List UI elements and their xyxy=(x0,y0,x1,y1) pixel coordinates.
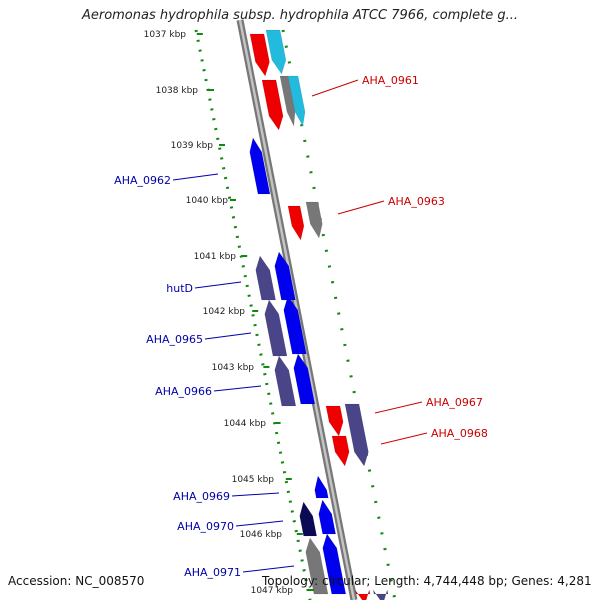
reverse-gene-label[interactable]: AHA_0966 xyxy=(155,385,212,398)
kbp-ticks: 1037 kbp 1038 kbp 1039 kbp 1040 kbp 1041 kbp… xyxy=(144,30,314,596)
forward-label-leader xyxy=(337,200,385,215)
gene-purple-0968[interactable] xyxy=(344,403,369,467)
reverse-gene-label[interactable]: hutD xyxy=(166,282,193,295)
kbp-tick-label: 1043 kbp xyxy=(212,363,255,373)
gene-features xyxy=(249,29,389,600)
gene-blue-0966[interactable] xyxy=(293,353,316,405)
gene-cyan-top-2[interactable] xyxy=(287,75,306,127)
inner-track-line xyxy=(194,29,312,600)
reverse-label-leader xyxy=(242,565,295,573)
forward-gene-label[interactable]: AHA_0968 xyxy=(431,427,488,440)
reverse-gene-label[interactable]: AHA_0962 xyxy=(114,174,171,187)
gene-purple-hutD[interactable] xyxy=(255,255,276,301)
gene-purple-bottom[interactable] xyxy=(372,589,389,600)
kbp-tick-label: 1041 kbp xyxy=(194,252,237,262)
accession-text: Accession: NC_008570 xyxy=(8,574,145,588)
gene-blue-0962[interactable] xyxy=(249,137,271,195)
kbp-tick-label: 1047 kbp xyxy=(251,586,294,596)
gene-blue-0970[interactable] xyxy=(318,499,336,535)
gene-red-0963[interactable] xyxy=(287,205,305,241)
gene-red-bottom[interactable] xyxy=(354,589,371,600)
kbp-tick-label: 1042 kbp xyxy=(203,307,246,317)
gene-blue-0965[interactable] xyxy=(283,295,307,355)
gene-red-0968[interactable] xyxy=(331,435,350,467)
reverse-label-leader xyxy=(235,520,284,527)
forward-label-leader xyxy=(311,79,359,97)
kbp-tick-label: 1039 kbp xyxy=(171,141,214,151)
gene-navy-0970[interactable] xyxy=(299,501,317,537)
gene-purple-0966[interactable] xyxy=(274,355,297,407)
reverse-gene-label[interactable]: AHA_0971 xyxy=(184,566,241,579)
forward-label-leader xyxy=(380,432,428,445)
track-lines xyxy=(194,29,397,600)
gene-red-0967[interactable] xyxy=(325,405,344,437)
reverse-gene-label[interactable]: AHA_0970 xyxy=(177,520,234,533)
forward-gene-label[interactable]: AHA_0963 xyxy=(388,195,445,208)
reverse-gene-label[interactable]: AHA_0965 xyxy=(146,333,203,346)
gene-red-top-1[interactable] xyxy=(249,33,270,77)
reverse-label-leader xyxy=(172,173,219,181)
outer-track-line xyxy=(281,29,397,600)
forward-label-leader xyxy=(374,401,423,414)
gene-cyan-top-1[interactable] xyxy=(265,29,287,75)
gene-labels: AHA_0961 AHA_0963 AHA_0967 AHA_0968 AHA_0962… xyxy=(114,74,488,579)
gene-gray-top-2[interactable] xyxy=(279,75,296,127)
gene-red-top-2[interactable] xyxy=(261,79,284,131)
reverse-gene-label[interactable]: AHA_0969 xyxy=(173,490,230,503)
map-title: Aeromonas hydrophila subsp. hydrophila A… xyxy=(81,8,519,23)
gene-gray-0963[interactable] xyxy=(305,201,323,239)
kbp-tick-label: 1046 kbp xyxy=(240,530,283,540)
kbp-tick-label: 1045 kbp xyxy=(232,475,275,485)
kbp-tick-label: 1038 kbp xyxy=(156,86,199,96)
gene-purple-0965[interactable] xyxy=(264,299,288,357)
kbp-tick-label: 1037 kbp xyxy=(144,30,187,40)
topology-text: Topology: circular; Length: 4,744,448 bp… xyxy=(262,574,592,588)
gene-blue-0971[interactable] xyxy=(322,533,347,595)
kbp-tick-label: 1044 kbp xyxy=(224,419,267,429)
forward-gene-label[interactable]: AHA_0967 xyxy=(426,396,483,409)
kbp-tick-label: 1040 kbp xyxy=(186,196,229,206)
gene-gray-0971[interactable] xyxy=(305,537,329,595)
reverse-label-leader xyxy=(194,281,242,289)
reverse-label-leader xyxy=(204,332,252,340)
reverse-label-leader xyxy=(231,492,280,497)
forward-gene-label[interactable]: AHA_0961 xyxy=(362,74,419,87)
reverse-label-leader xyxy=(213,385,262,392)
gene-blue-0969[interactable] xyxy=(314,475,329,499)
